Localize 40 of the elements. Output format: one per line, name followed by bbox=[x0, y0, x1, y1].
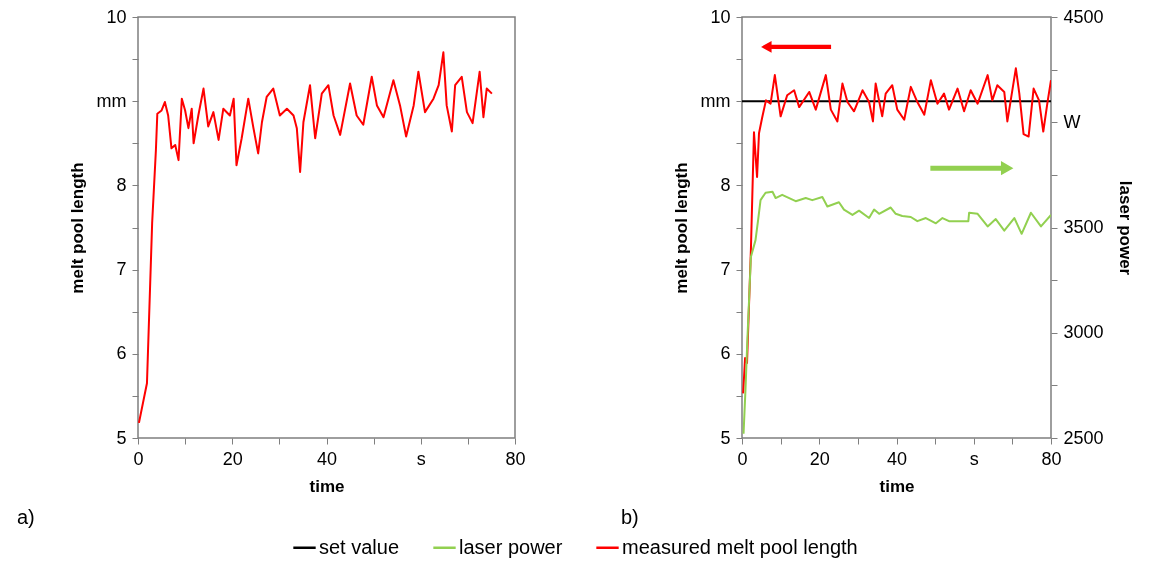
y2-tick-label: 3000 bbox=[1063, 322, 1104, 343]
line-series bbox=[742, 67, 1051, 395]
y-tick-label: 8 bbox=[720, 174, 731, 195]
y-tick-label: 5 bbox=[720, 427, 731, 448]
y-tick-label: 7 bbox=[720, 259, 731, 280]
legend-label: set value bbox=[319, 535, 400, 558]
y-tick-label: mm bbox=[96, 90, 127, 111]
x-tick-label: 20 bbox=[222, 448, 243, 469]
y-tick-label: 6 bbox=[720, 343, 731, 364]
y-tick-label: 8 bbox=[116, 174, 127, 195]
y2-tick-label: 2500 bbox=[1063, 427, 1104, 448]
y-tick-label: 6 bbox=[116, 343, 127, 364]
x-tick-label: 80 bbox=[505, 448, 526, 469]
y-axis-title: melt pool length bbox=[67, 162, 87, 294]
x-tick-label: 40 bbox=[886, 448, 908, 469]
x-tick-label: 40 bbox=[316, 448, 338, 469]
x-axis-title: time bbox=[309, 476, 345, 496]
y2-tick-label: 4500 bbox=[1063, 6, 1104, 27]
x-tick-label: s bbox=[416, 448, 426, 469]
line-series bbox=[742, 190, 1051, 435]
legend-label: laser power bbox=[459, 535, 563, 558]
y-axis-title: melt pool length bbox=[671, 162, 691, 294]
y-tick-label: 10 bbox=[710, 6, 731, 27]
y-tick-label: 5 bbox=[116, 427, 127, 448]
y-tick-label: mm bbox=[700, 90, 731, 111]
x-tick-label: 80 bbox=[1041, 448, 1062, 469]
y-tick-label: 10 bbox=[106, 6, 127, 27]
y2-axis-title: laser power bbox=[1115, 180, 1135, 276]
y-tick-label: 7 bbox=[116, 259, 127, 280]
x-tick-label: 0 bbox=[737, 448, 748, 469]
text: a) bbox=[17, 506, 35, 528]
x-tick-label: 0 bbox=[133, 448, 144, 469]
x-axis-title: time bbox=[879, 476, 915, 496]
legend-label: measured melt pool length bbox=[622, 535, 858, 558]
y2-tick-label: W bbox=[1063, 111, 1081, 132]
y2-tick-label: 3500 bbox=[1063, 217, 1104, 237]
x-tick-label: 20 bbox=[809, 448, 830, 469]
line-series bbox=[138, 51, 493, 424]
x-tick-label: s bbox=[969, 448, 979, 469]
text: b) bbox=[621, 506, 639, 528]
